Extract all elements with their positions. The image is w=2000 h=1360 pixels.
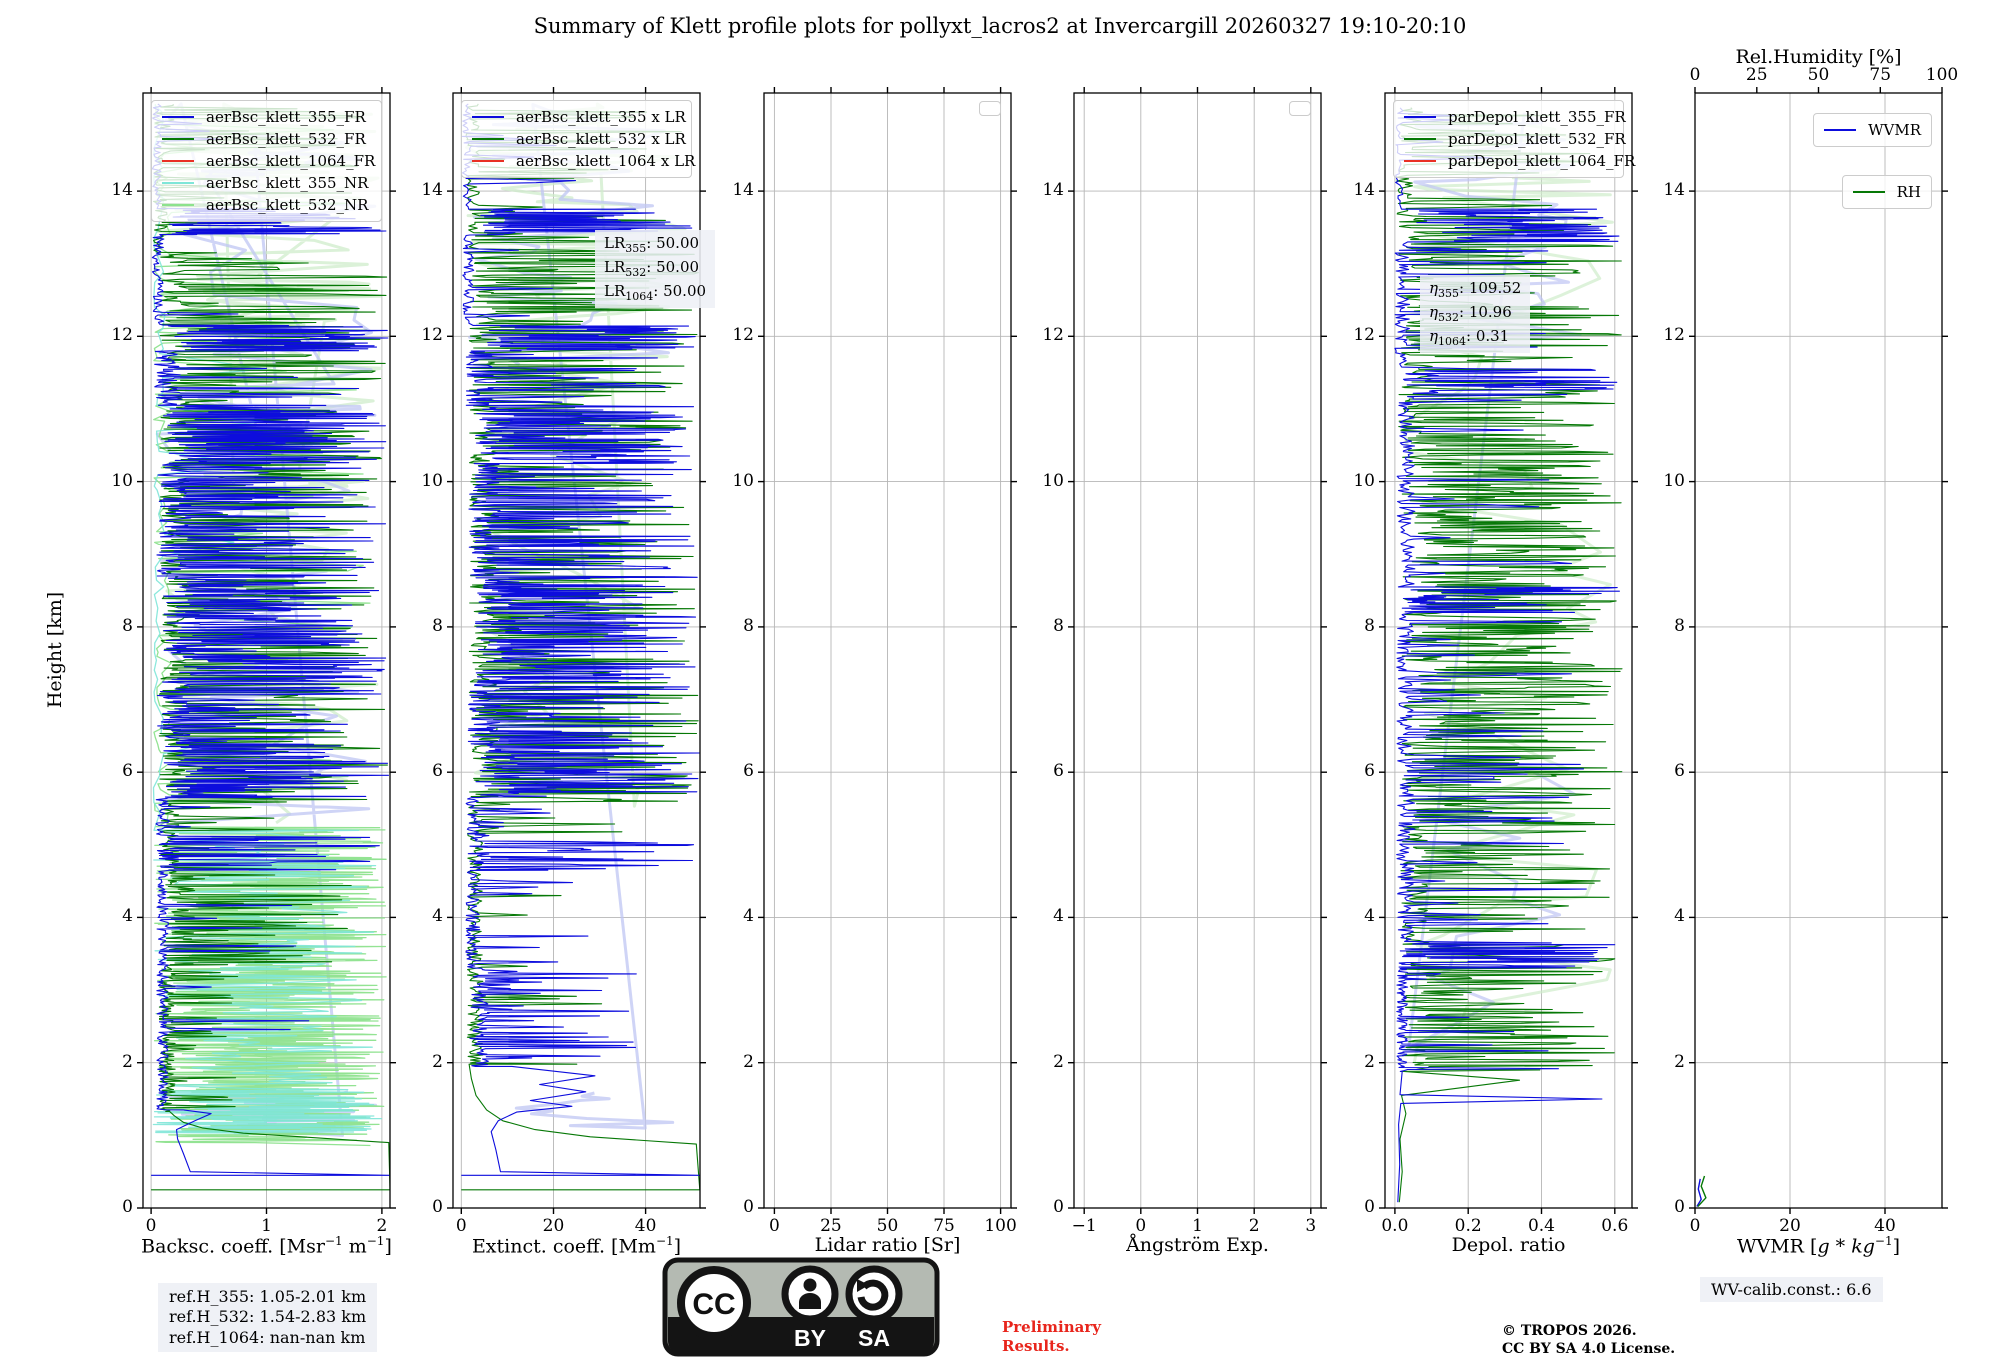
series-RH: [1697, 1175, 1707, 1207]
ticks-wvmr: [1689, 87, 1948, 1214]
ticks-extinction: [447, 87, 706, 1214]
series-aerBsc_klett_355_x_LR: [461, 103, 700, 1176]
ticks-lidar-ratio: [758, 87, 1017, 1214]
frame-depol-ratio: [1384, 92, 1633, 1209]
grid-angstroem: [1074, 93, 1321, 1209]
cc-text: CC: [692, 1288, 735, 1321]
frame-wvmr: [1694, 92, 1943, 1209]
sa-circle: [845, 1265, 903, 1323]
grid-lidar-ratio: [764, 93, 1011, 1209]
ticks-depol-ratio: [1379, 87, 1638, 1214]
ref-h-355: ref.H_355: 1.05-2.01 km: [169, 1287, 367, 1306]
series-group-depol-ratio: [1394, 107, 1623, 1203]
grid-wvmr: [1694, 93, 1942, 1209]
wv-calibration-box: WV-calib.const.: 6.6: [1700, 1277, 1883, 1302]
ref-h-1064: ref.H_1064: nan-nan km: [169, 1327, 366, 1347]
by-label: BY: [794, 1325, 826, 1351]
plot-depol-ratio: [1379, 87, 1638, 1214]
plot-lidar-ratio: [758, 87, 1017, 1214]
series-aerBsc_klett_355_FR: [151, 103, 390, 1176]
series-aerBsc_klett_355_NR: [152, 104, 383, 1135]
series-aerBsc_klett_532_x_LR: [461, 103, 700, 1191]
sa-arrowhead-icon: [857, 1279, 869, 1292]
plot-extinction: [447, 87, 706, 1214]
series-group-extinction: [461, 102, 700, 1191]
series-aerBsc_klett_532_NR: [153, 104, 387, 1147]
copyright-line1: © TROPOS 2026.: [1502, 1323, 1637, 1339]
sa-arrow-icon: [857, 1279, 889, 1311]
series-aerBsc_klett_532_FR: [151, 103, 390, 1191]
by-person-head-icon: [803, 1278, 817, 1292]
plot-backscatter: [137, 87, 396, 1214]
by-person-body-icon: [799, 1293, 821, 1309]
preliminary-line2: Results.: [1002, 1336, 1070, 1355]
copyright-note: © TROPOS 2026. CC BY SA 4.0 License.: [1502, 1322, 1675, 1358]
preliminary-results-note: Preliminary Results.: [1002, 1318, 1101, 1356]
plot-angstroem: [1068, 87, 1327, 1214]
cc-circle: [677, 1266, 751, 1340]
frame-extinction: [452, 92, 701, 1209]
series-parDepol_klett_355_FR: [1394, 107, 1620, 1203]
series-group-wvmr: [1696, 1175, 1707, 1207]
figure-title: Summary of Klett profile plots for polly…: [533, 14, 1467, 38]
preliminary-line1: Preliminary: [1002, 1318, 1101, 1336]
ticks-angstroem: [1068, 87, 1327, 1214]
sa-label: SA: [858, 1325, 890, 1351]
ticks-backscatter: [137, 87, 396, 1214]
series-WVMR: [1696, 1178, 1702, 1207]
cc-by-sa-badge: CC BY SA: [662, 1257, 940, 1357]
rel-humidity-axis-label: Rel.Humidity [%]: [1735, 46, 1902, 68]
series-group-backscatter: [151, 102, 390, 1191]
plot-wvmr: [1689, 87, 1948, 1214]
ref-h-532: ref.H_532: 1.54-2.83 km: [169, 1307, 367, 1327]
reference-height-box: ref.H_355: 1.05-2.01 km ref.H_532: 1.54-…: [158, 1283, 378, 1353]
copyright-line2: CC BY SA 4.0 License.: [1502, 1341, 1676, 1358]
